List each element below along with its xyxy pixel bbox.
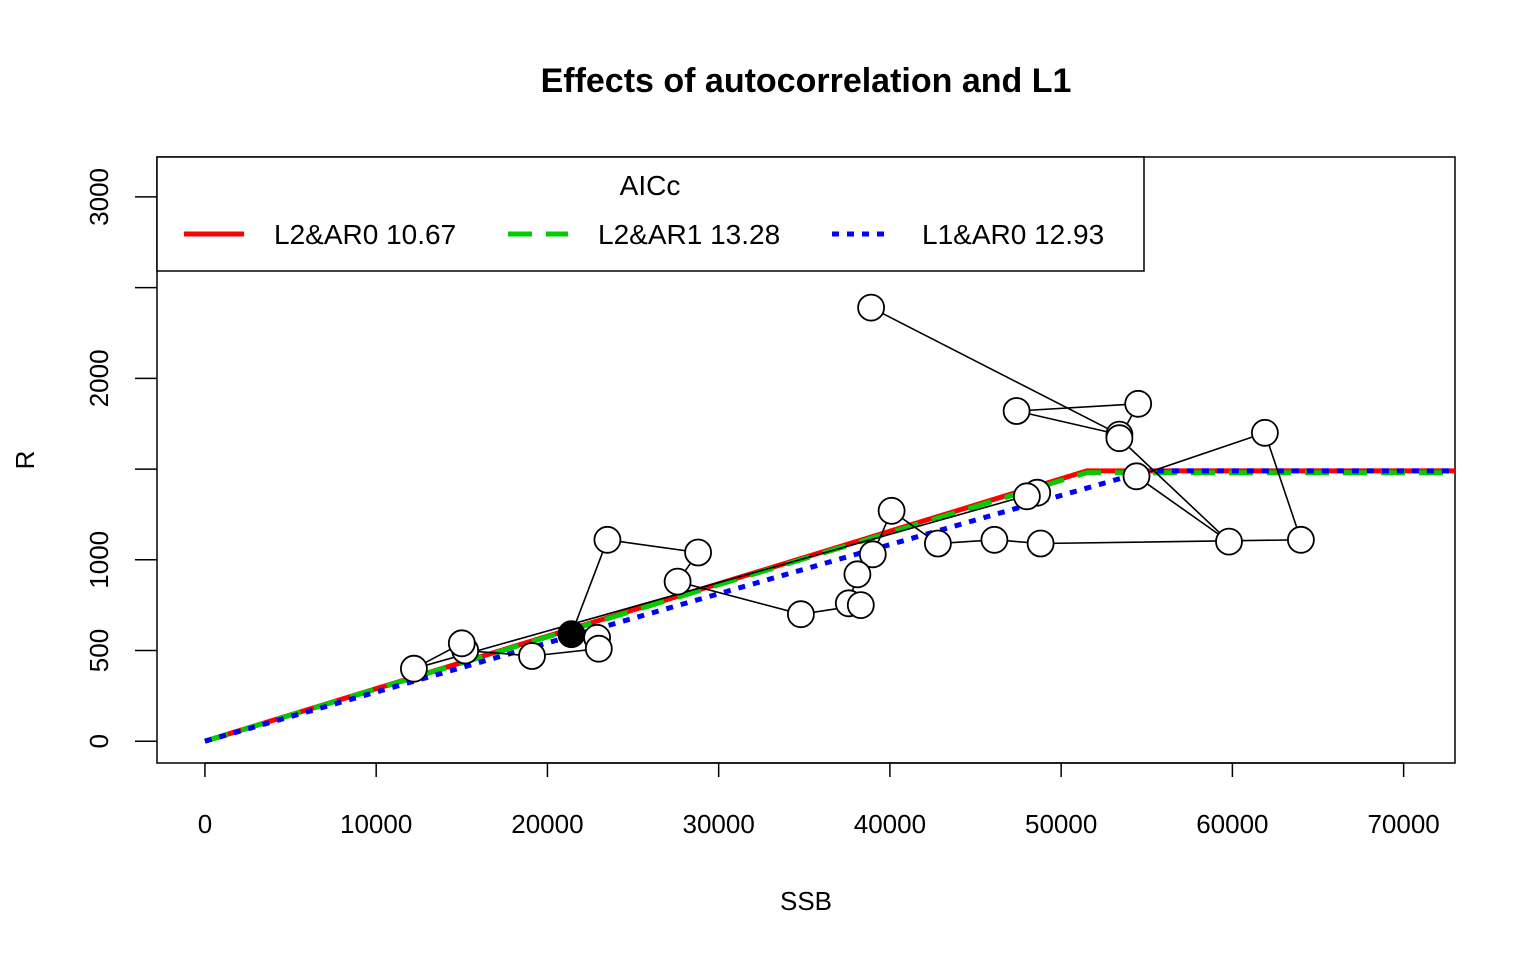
- x-tick-label: 70000: [1367, 809, 1439, 839]
- data-point: [787, 600, 815, 629]
- legend-title: AICc: [620, 170, 681, 201]
- x-tick-label: 20000: [511, 809, 583, 839]
- series-line-3: [204, 468, 1455, 744]
- x-tick-label: 10000: [340, 809, 412, 839]
- data-point-final: [557, 620, 586, 649]
- series-line-2: [204, 470, 1455, 744]
- data-point: [684, 538, 712, 567]
- data-point: [1026, 529, 1055, 558]
- data-point: [857, 293, 885, 322]
- legend-entries: L2&AR0 10.67 L2&AR1 13.28 L1&AR0 12.93: [184, 219, 1104, 250]
- y-tick-label: 3000: [84, 168, 114, 226]
- data-point: [1251, 418, 1279, 447]
- legend-label-2: L2&AR1 13.28: [598, 219, 780, 250]
- y-tick-label: 0: [84, 734, 114, 748]
- data-point: [518, 642, 546, 670]
- y-tick-label: 500: [84, 629, 114, 672]
- y-axis-label: R: [10, 451, 40, 470]
- points-layer: [399, 293, 1315, 683]
- data-point: [1287, 525, 1315, 554]
- y-tick-label: 1000: [84, 531, 114, 589]
- data-point: [877, 496, 906, 525]
- data-point: [846, 591, 875, 619]
- x-tick-label: 60000: [1196, 809, 1268, 839]
- y-axis: 0 500 1000 2000 3000: [84, 168, 157, 748]
- data-point: [1124, 389, 1153, 418]
- data-point: [924, 529, 952, 558]
- x-tick-label: 50000: [1025, 809, 1097, 839]
- series-line-1: [204, 468, 1455, 744]
- x-tick-label: 30000: [683, 809, 755, 839]
- data-point: [447, 629, 476, 658]
- series-layer: [204, 468, 1455, 744]
- data-point: [858, 540, 887, 569]
- data-point: [593, 525, 622, 554]
- legend: AICc L2&AR0 10.67 L2&AR1 13.28 L1&AR0 12.9…: [156, 156, 1145, 272]
- data-point: [663, 567, 692, 596]
- legend-label-1: L2&AR0 10.67: [274, 219, 456, 250]
- data-point: [1122, 462, 1151, 491]
- data-point: [1215, 527, 1243, 556]
- x-axis-label: SSB: [780, 886, 832, 916]
- chart-title: Effects of autocorrelation and L1: [541, 62, 1072, 100]
- data-point: [1013, 482, 1041, 511]
- data-point: [1105, 424, 1134, 453]
- data-point: [584, 634, 613, 663]
- y-tick-label: 2000: [84, 349, 114, 407]
- legend-box: [156, 156, 1145, 272]
- legend-label-3: L1&AR0 12.93: [922, 219, 1104, 250]
- data-point: [399, 654, 428, 683]
- x-tick-label: 0: [198, 809, 212, 839]
- x-tick-label: 40000: [854, 809, 926, 839]
- data-point: [843, 560, 872, 589]
- x-axis: 0 10000 20000 30000 40000 50000 60000 70000: [198, 762, 1440, 839]
- data-point: [1002, 397, 1031, 425]
- data-point: [980, 525, 1009, 554]
